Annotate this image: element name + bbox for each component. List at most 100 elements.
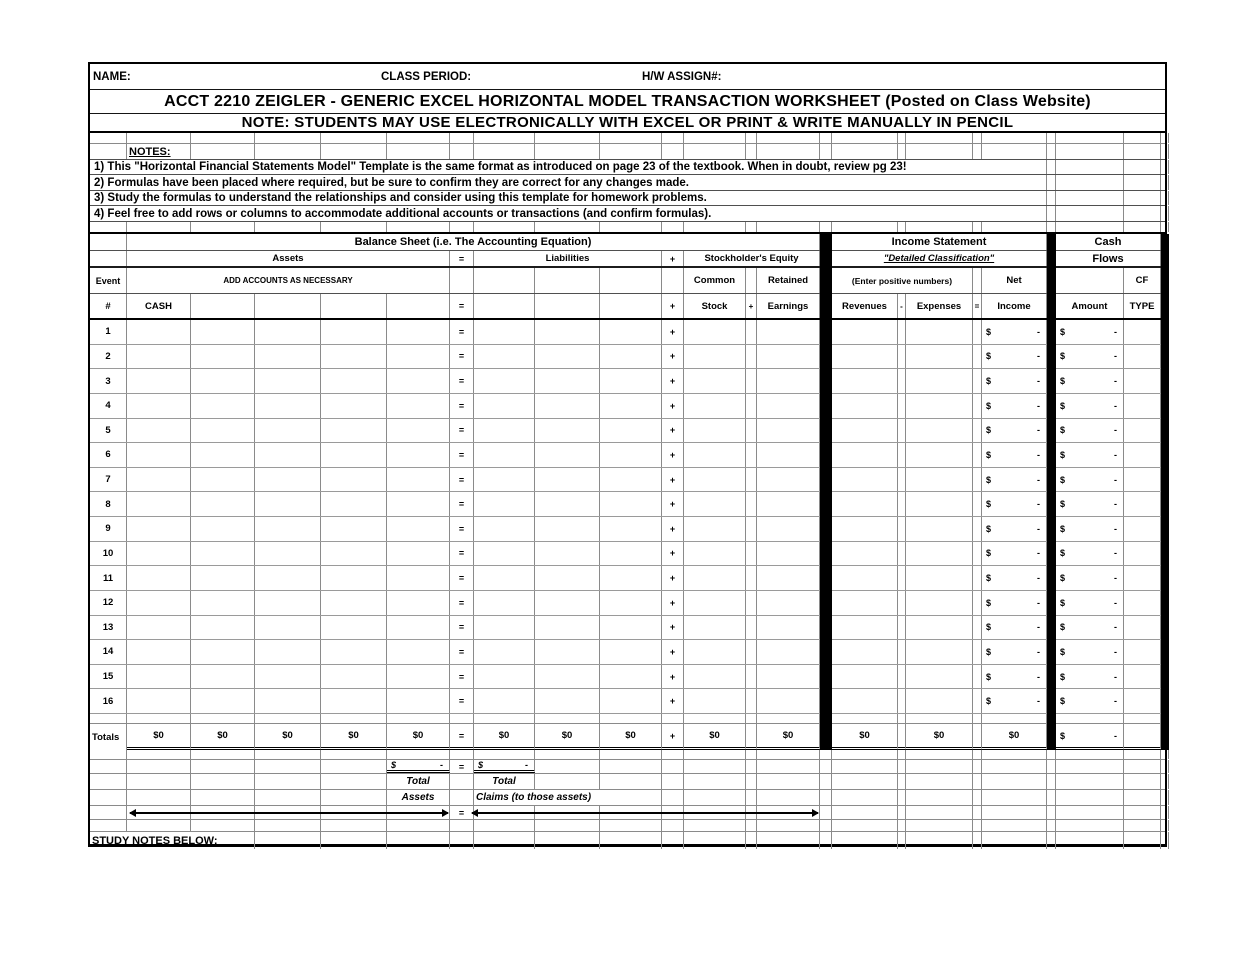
equals-sign: =	[450, 689, 474, 713]
dollar-sign: $	[1060, 730, 1066, 741]
dash-placeholder: -	[1114, 425, 1117, 436]
study-notes-row: STUDY NOTES BELOW:	[90, 832, 1169, 849]
grid-cell	[474, 294, 535, 318]
plus-sign: +	[662, 664, 684, 689]
grid-cell	[832, 615, 898, 640]
grid-cell	[973, 467, 982, 492]
grid-cell	[906, 760, 973, 773]
net-income-cell: $ -	[982, 689, 1047, 713]
grid-cell	[450, 222, 474, 232]
spacer-row	[90, 750, 1169, 760]
net-income-cell: $ -	[982, 615, 1047, 640]
grid-cell	[746, 492, 757, 516]
grid-cell	[898, 566, 906, 590]
notes-heading: NOTES:	[129, 145, 171, 158]
cash-flow-amount-cell: $ -	[1056, 320, 1124, 344]
grid-cell	[1124, 492, 1161, 516]
grid-cell	[535, 640, 600, 664]
grid-cell	[757, 369, 820, 393]
grid-cell	[1161, 760, 1169, 773]
grid-cell	[982, 133, 1047, 143]
grid-cell	[746, 222, 757, 232]
grid-cell	[321, 640, 387, 664]
grid-cell	[387, 144, 450, 159]
grid-cell	[1047, 750, 1056, 759]
grid-cell	[90, 133, 127, 143]
grid-cell	[191, 714, 255, 723]
grid-cell	[662, 750, 684, 759]
net-income-cell: $ -	[982, 664, 1047, 689]
grid-cell	[387, 806, 450, 819]
grid-cell	[662, 714, 684, 723]
section-sub-row: Assets = Liabilities + Stockholder's Equity "…	[90, 251, 1169, 268]
grid-cell	[600, 443, 662, 467]
total-assets-amount: $ -	[387, 760, 450, 773]
dollar-sign: $	[986, 573, 992, 584]
grid-cell	[906, 492, 973, 516]
grid-cell	[820, 144, 832, 159]
grid-cell	[450, 774, 474, 789]
plus-sign: +	[662, 615, 684, 640]
grid-cell	[191, 418, 255, 443]
grid-cell	[191, 541, 255, 566]
grid-cell	[898, 467, 906, 492]
grid-cell	[832, 774, 898, 789]
grid-cell	[898, 144, 906, 159]
plus-sign: +	[662, 251, 684, 266]
grid-cell	[255, 774, 321, 789]
worksheet-title: ACCT 2210 ZEIGLER - GENERIC EXCEL HORIZO…	[164, 92, 1091, 110]
grid-cell	[832, 418, 898, 443]
grid-cell	[973, 443, 982, 467]
plus-sign: +	[662, 724, 684, 750]
grid-cell	[906, 774, 973, 789]
transaction-row: 12 = + $ - $ -	[90, 590, 1169, 616]
grid-cell	[127, 222, 191, 232]
total-common-stock: $0	[684, 724, 746, 750]
grid-cell	[982, 790, 1047, 805]
grid-cell	[746, 566, 757, 590]
transaction-row: 4 = + $ - $ -	[90, 393, 1169, 419]
grid-cell	[600, 222, 662, 232]
grid-cell	[474, 393, 535, 418]
grid-cell	[757, 222, 820, 232]
grid-cell	[535, 832, 600, 849]
equals-sign: =	[450, 251, 474, 266]
grid-cell	[255, 517, 321, 541]
grid-cell	[906, 664, 973, 689]
grid-cell	[535, 467, 600, 492]
grid-cell	[973, 517, 982, 541]
grid-cell	[535, 294, 600, 318]
total-retained-earnings: $0	[757, 724, 820, 750]
note-row: 1) This "Horizontal Financial Statements…	[90, 160, 1169, 175]
grid-cell	[973, 144, 982, 159]
dollar-sign: $	[1060, 523, 1066, 534]
grid-cell	[746, 774, 757, 789]
grid-cell	[474, 689, 535, 713]
grid-cell	[757, 393, 820, 418]
grid-cell	[1161, 832, 1169, 849]
grid-cell	[1124, 750, 1161, 759]
cash-flow-amount-cell: $ -	[1056, 467, 1124, 492]
dash-placeholder: -	[1037, 548, 1040, 559]
grid-cell	[1047, 774, 1056, 789]
total-asset: $0	[255, 724, 321, 750]
dollar-sign: $	[1060, 646, 1066, 657]
grid-cell	[746, 393, 757, 418]
dollar-sign: $	[391, 760, 397, 770]
grid-cell	[255, 820, 321, 831]
grid-cell	[321, 790, 387, 805]
grid-cell	[684, 443, 746, 467]
equals-sign: =	[450, 320, 474, 344]
grid-cell	[255, 344, 321, 369]
grid-cell	[535, 222, 600, 232]
grid-cell	[90, 714, 127, 723]
plus-sign: +	[662, 590, 684, 615]
grid-cell	[321, 566, 387, 590]
earnings-header: Earnings	[757, 294, 820, 318]
grid-cell	[832, 369, 898, 393]
dash-placeholder: -	[1037, 523, 1040, 534]
grid-cell	[684, 541, 746, 566]
grid-cell	[600, 517, 662, 541]
grid-cell	[662, 790, 684, 805]
worksheet: NAME: CLASS PERIOD: H/W ASSIGN#: ACCT 22…	[88, 62, 1169, 849]
